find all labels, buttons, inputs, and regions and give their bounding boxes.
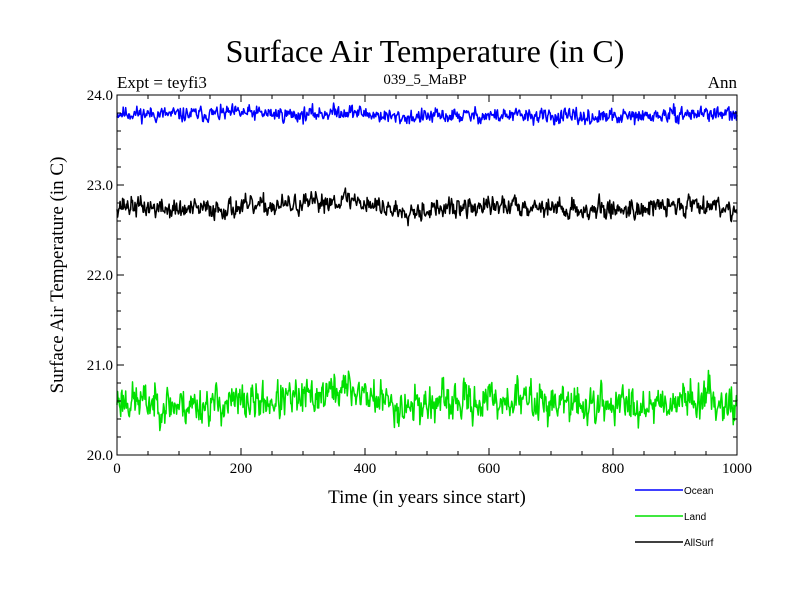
y-tick-label: 20.0: [87, 448, 113, 464]
x-tick-label: 400: [354, 461, 377, 477]
chart-title: Surface Air Temperature (in C): [226, 33, 625, 69]
y-axis-label: Surface Air Temperature (in C): [47, 157, 68, 394]
legend: Ocean Land AllSurf: [635, 486, 714, 549]
season-label: Ann: [708, 73, 738, 92]
legend-label-land: Land: [684, 512, 706, 523]
axis-ticks: 0 200 400 600 800 1000 20.0 21.0 22.0 23.0 24.0: [87, 88, 752, 477]
x-tick-label: 800: [602, 461, 625, 477]
x-tick-label: 200: [230, 461, 253, 477]
x-tick-label: 600: [478, 461, 501, 477]
y-tick-label: 24.0: [87, 88, 113, 104]
legend-label-ocean: Ocean: [684, 486, 713, 497]
series-line-ocean: [116, 102, 738, 126]
series-line-allsurf: [116, 187, 738, 227]
x-tick-label: 1000: [722, 461, 752, 477]
experiment-label: Expt = teyfi3: [117, 73, 207, 92]
y-tick-label: 21.0: [87, 358, 113, 374]
y-tick-label: 22.0: [87, 268, 113, 284]
series-line-land: [116, 369, 738, 432]
legend-label-allsurf: AllSurf: [684, 538, 714, 549]
chart-subtitle: 039_5_MaBP: [383, 72, 466, 88]
plot-lines: [116, 102, 738, 432]
x-tick-label: 0: [113, 461, 121, 477]
x-axis-label: Time (in years since start): [328, 487, 526, 508]
y-tick-label: 23.0: [87, 178, 113, 194]
